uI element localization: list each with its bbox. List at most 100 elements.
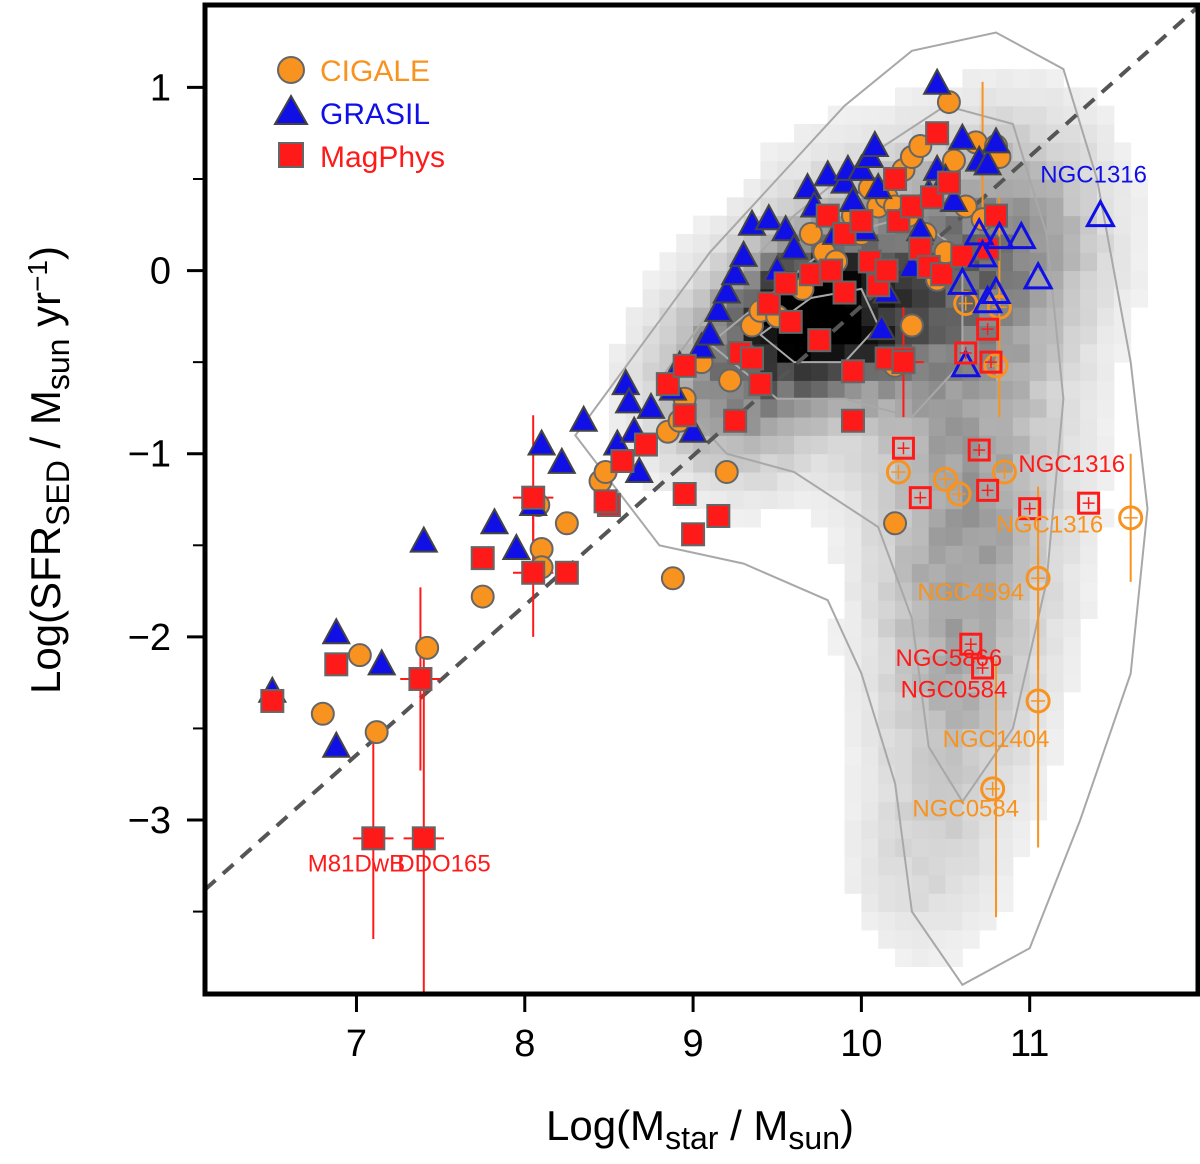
density-cell <box>760 160 778 180</box>
density-cell <box>1029 380 1048 400</box>
density-cell <box>810 142 829 162</box>
density-cell <box>844 581 862 601</box>
cigale-point <box>660 566 685 591</box>
density-cell <box>1012 307 1031 327</box>
density-cell <box>844 765 862 784</box>
density-cell <box>911 526 930 546</box>
density-cell <box>1097 380 1115 400</box>
density-cell <box>1046 325 1064 345</box>
density-cell <box>878 545 896 565</box>
density-cell <box>895 545 913 565</box>
density-cell <box>878 893 896 913</box>
density-cell <box>1063 636 1081 656</box>
density-cell <box>878 874 896 894</box>
density-cell <box>979 710 997 729</box>
density-cell <box>878 398 896 418</box>
density-cell <box>996 435 1014 455</box>
density-cell <box>945 581 963 601</box>
density-cell <box>861 472 879 491</box>
density-cell <box>861 801 879 821</box>
density-cell <box>928 581 947 601</box>
density-cell <box>1097 178 1115 198</box>
density-cell <box>1097 124 1115 143</box>
cigale-point <box>347 643 372 668</box>
density-cell <box>1012 728 1031 748</box>
density-cell <box>895 600 913 620</box>
density-cell <box>693 380 711 400</box>
density-cell <box>1097 233 1115 253</box>
density-cell <box>861 105 879 125</box>
density-cell <box>810 380 829 400</box>
density-cell <box>996 417 1014 436</box>
density-cell <box>928 545 947 565</box>
density-cell <box>945 746 963 766</box>
density-cell <box>827 472 846 491</box>
density-cell <box>945 343 963 363</box>
density-cell <box>895 728 913 748</box>
density-cell <box>1046 453 1064 473</box>
magphys-point <box>610 449 635 474</box>
density-cell <box>1063 673 1081 693</box>
density-cell <box>895 636 913 656</box>
density-cell <box>827 380 846 400</box>
density-cell <box>1012 801 1031 821</box>
magphys-point <box>739 346 764 371</box>
cigale-upper-point <box>986 294 1012 320</box>
density-cell <box>1012 600 1031 620</box>
density-cell <box>1080 105 1098 125</box>
density-cell <box>1012 380 1031 400</box>
density-cell <box>693 453 711 473</box>
density-cell <box>928 618 947 638</box>
density-cell <box>1029 472 1048 491</box>
density-cell <box>844 728 862 748</box>
density-cell <box>1029 142 1048 162</box>
density-cell <box>1063 325 1081 345</box>
density-cell <box>642 288 660 308</box>
density-cell <box>928 655 947 674</box>
density-cell <box>911 948 930 968</box>
density-cell <box>777 178 795 198</box>
density-cell <box>979 691 997 711</box>
density-cell <box>1080 600 1098 620</box>
magphys-point <box>874 258 899 283</box>
galaxy-label: NGC4594 <box>917 579 1024 606</box>
grasil-point <box>614 386 644 414</box>
density-cell <box>996 600 1014 620</box>
density-cell <box>928 728 947 748</box>
magphys-point <box>408 666 433 691</box>
density-cell <box>861 765 879 784</box>
density-cell <box>1046 197 1064 217</box>
plot-frame <box>202 2 1200 997</box>
density-cell <box>895 765 913 784</box>
density-cell <box>1063 197 1081 217</box>
density-cell <box>1113 142 1132 162</box>
density-cell <box>1063 508 1081 528</box>
density-cell <box>1080 453 1098 473</box>
density-cell <box>962 856 980 876</box>
magphys-point <box>470 546 495 571</box>
density-cell <box>1012 178 1031 198</box>
galaxy-label: DDO165 <box>397 850 490 877</box>
density-cell <box>1029 288 1048 308</box>
density-cell <box>1046 636 1064 656</box>
density-cell <box>861 508 879 528</box>
density-cell <box>928 472 947 491</box>
density-cell <box>962 545 980 565</box>
magphys-point <box>706 503 731 528</box>
density-cell <box>928 710 947 729</box>
density-cell <box>827 307 846 327</box>
density-cell <box>1046 490 1064 510</box>
cigale-upper-point <box>1025 688 1051 714</box>
density-cell <box>996 801 1014 821</box>
density-cell <box>911 765 930 784</box>
density-cell <box>642 380 660 400</box>
density-cell <box>928 691 947 711</box>
density-cell <box>1113 270 1132 290</box>
density-cell <box>743 453 761 473</box>
density-cell <box>928 490 947 510</box>
density-cell <box>878 710 896 729</box>
density-cell <box>895 673 913 693</box>
density-cell <box>911 746 930 766</box>
